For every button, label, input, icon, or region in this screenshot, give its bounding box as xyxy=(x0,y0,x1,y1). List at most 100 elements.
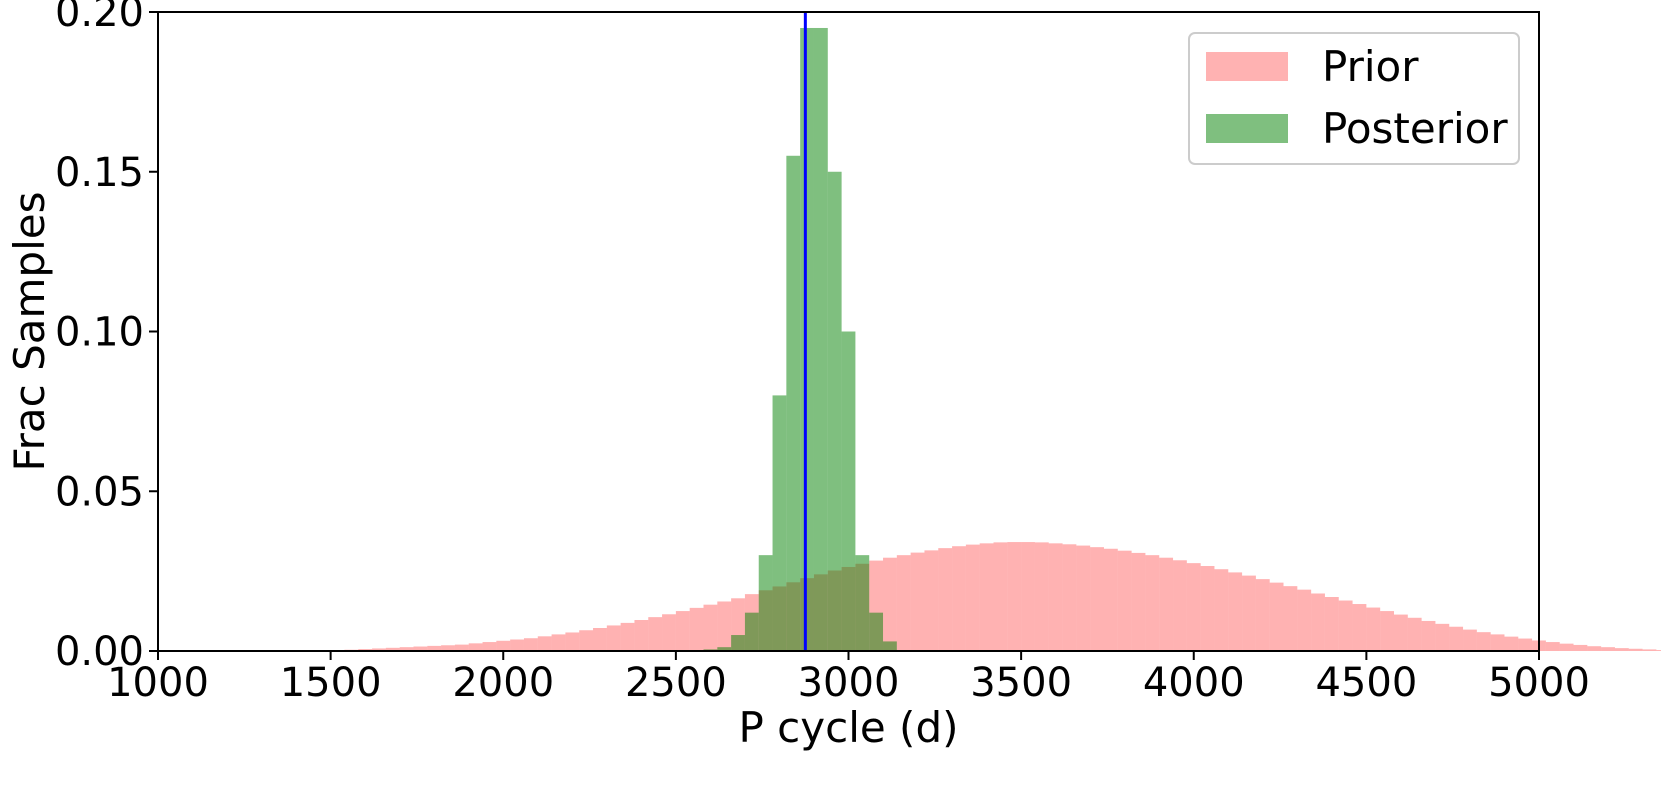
posterior-bar xyxy=(813,27,828,652)
prior-bar xyxy=(675,611,690,651)
prior-bar xyxy=(1186,563,1201,651)
prior-bar xyxy=(689,607,704,651)
y-axis-ticks: 0.00 0.05 0.10 0.15 0.20 xyxy=(55,0,158,675)
x-tick-label: 5000 xyxy=(1488,660,1590,706)
prior-histogram-bars xyxy=(330,542,1661,651)
prior-bar xyxy=(1214,569,1229,651)
x-tick-label: 3000 xyxy=(798,660,900,706)
prior-bar xyxy=(1311,593,1325,651)
prior-bar xyxy=(993,542,1008,651)
y-tick-label: 0.00 xyxy=(55,629,144,675)
prior-bar xyxy=(1545,642,1560,651)
posterior-bar xyxy=(827,171,842,651)
prior-bar xyxy=(1090,547,1104,651)
y-tick-label: 0.05 xyxy=(55,469,144,515)
prior-bar xyxy=(1463,629,1477,651)
prior-bar xyxy=(1393,614,1408,651)
prior-bar xyxy=(579,630,594,651)
prior-bar xyxy=(1656,650,1661,651)
y-tick-label: 0.15 xyxy=(55,150,144,196)
prior-bar xyxy=(979,543,994,651)
x-tick-label: 2000 xyxy=(452,660,554,706)
prior-bar xyxy=(606,625,621,651)
prior-bar xyxy=(1587,646,1602,651)
prior-bar xyxy=(965,544,980,651)
prior-bar xyxy=(441,645,455,651)
prior-bar xyxy=(468,643,483,651)
prior-bar xyxy=(1269,582,1284,651)
prior-bar xyxy=(1062,544,1077,651)
prior-bar xyxy=(399,647,414,651)
prior-bar xyxy=(938,548,953,651)
prior-bar xyxy=(496,640,511,651)
prior-bar xyxy=(1117,550,1132,651)
prior-bar xyxy=(1449,626,1464,651)
prior-bar xyxy=(1476,632,1491,651)
prior-bar xyxy=(454,644,469,651)
posterior-bar xyxy=(800,27,814,652)
legend-swatch-prior xyxy=(1206,52,1288,81)
prior-bar xyxy=(717,601,732,651)
prior-bar xyxy=(1490,634,1505,651)
prior-bar xyxy=(1076,545,1091,651)
prior-bar xyxy=(413,646,428,651)
prior-bar xyxy=(1504,636,1519,651)
prior-bar xyxy=(883,557,897,651)
posterior-bar xyxy=(731,635,745,651)
prior-bar xyxy=(372,648,386,651)
prior-bar xyxy=(1228,572,1243,651)
prior-bar xyxy=(1173,560,1187,651)
x-tick-label: 4500 xyxy=(1315,660,1417,706)
prior-bar xyxy=(703,604,718,651)
prior-bar xyxy=(565,632,580,651)
prior-bar xyxy=(1034,542,1049,651)
prior-bar xyxy=(1159,557,1174,651)
prior-bar xyxy=(593,627,607,651)
posterior-bar xyxy=(772,395,787,651)
y-tick-label: 0.10 xyxy=(55,310,144,356)
x-tick-label: 3500 xyxy=(970,660,1072,706)
prior-bar xyxy=(1131,552,1146,651)
prior-bar xyxy=(523,638,538,651)
prior-bar xyxy=(1338,600,1353,651)
y-tick-label: 0.20 xyxy=(55,0,144,36)
prior-bar xyxy=(1048,543,1063,651)
prior-bar xyxy=(551,634,566,651)
prior-bar xyxy=(1559,643,1574,651)
prior-bar xyxy=(510,639,524,651)
x-tick-label: 2500 xyxy=(625,660,727,706)
prior-bar xyxy=(1145,555,1160,651)
prior-bar xyxy=(662,614,676,651)
legend-label-prior: Prior xyxy=(1322,42,1419,91)
prior-bar xyxy=(620,622,635,651)
posterior-histogram-bars xyxy=(703,27,897,652)
prior-bar xyxy=(1407,617,1422,651)
legend: Prior Posterior xyxy=(1188,32,1520,165)
prior-bar xyxy=(1642,649,1657,651)
prior-bar xyxy=(482,642,497,651)
prior-bar xyxy=(1435,623,1450,651)
posterior-bar xyxy=(744,612,759,651)
prior-bar xyxy=(896,555,911,651)
posterior-bar xyxy=(717,647,732,651)
prior-bar xyxy=(1297,589,1312,651)
legend-swatch-posterior xyxy=(1206,114,1288,143)
posterior-bar xyxy=(786,155,801,651)
prior-bar xyxy=(1255,579,1270,651)
x-tick-label: 1500 xyxy=(280,660,382,706)
posterior-bar xyxy=(883,641,897,651)
x-tick-label: 1000 xyxy=(107,660,209,706)
x-tick-label: 4000 xyxy=(1143,660,1245,706)
prior-bar xyxy=(1380,611,1394,651)
posterior-bar xyxy=(855,555,870,651)
posterior-bar xyxy=(758,555,773,651)
prior-bar xyxy=(1283,586,1298,651)
prior-bar xyxy=(1352,604,1367,651)
prior-bar xyxy=(1614,648,1629,651)
prior-bar xyxy=(1573,644,1588,651)
posterior-bar xyxy=(869,612,884,651)
prior-bar xyxy=(1628,648,1643,651)
x-axis-ticks: 1000 1500 2000 2500 3000 3500 4000 4500 5000 xyxy=(107,651,1590,706)
